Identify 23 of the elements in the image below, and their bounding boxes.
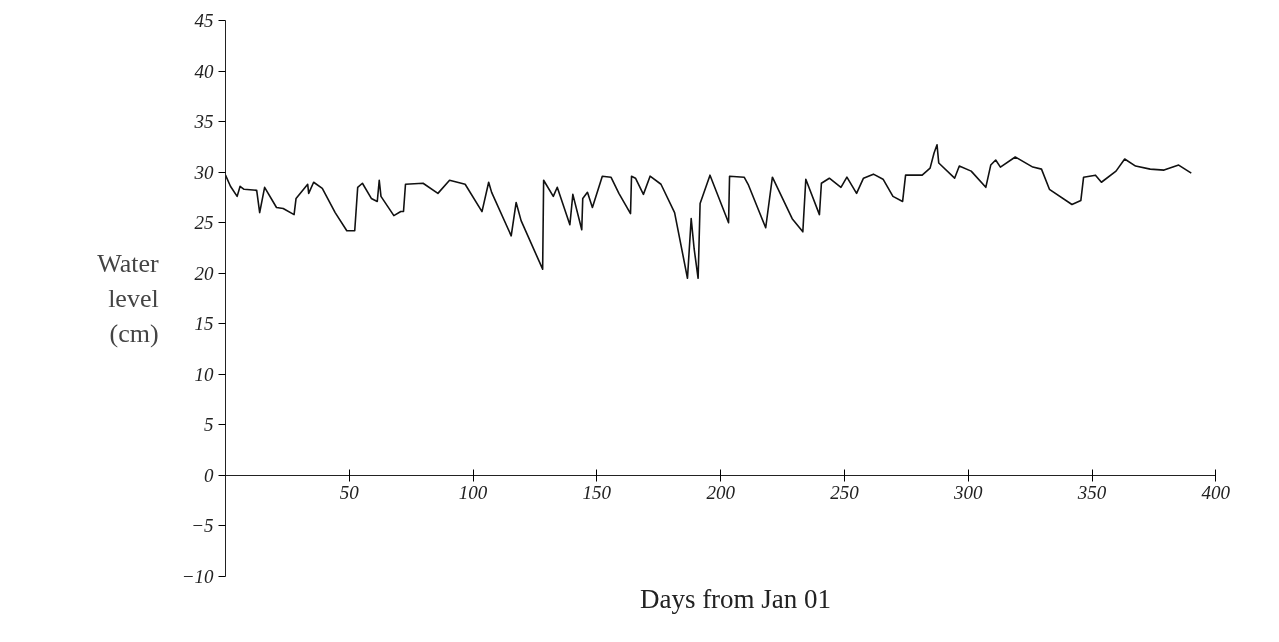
- y-tick-label: 40: [194, 60, 214, 82]
- x-tick-label: 200: [706, 482, 736, 504]
- y-tick-label: 25: [194, 212, 214, 234]
- y-axis-title: Water level (cm): [97, 249, 160, 348]
- x-tick-label: 300: [952, 482, 983, 504]
- y-tick-label: 45: [194, 10, 214, 31]
- x-tick-label: 100: [458, 482, 488, 504]
- x-tick-label: 150: [582, 482, 612, 504]
- y-tick-label: 15: [194, 313, 214, 335]
- x-tick-label: 250: [830, 482, 860, 504]
- x-tick-label: 400: [1201, 482, 1231, 504]
- x-axis-title: Days from Jan 01: [639, 583, 832, 614]
- y-tick-label: 35: [193, 111, 214, 133]
- y-tick-label: 5: [204, 414, 214, 436]
- line-series: [225, 144, 1193, 280]
- y-tick-label: 0: [204, 464, 214, 486]
- y-tick-label: 30: [193, 161, 214, 183]
- y-tick-label: −10: [181, 566, 214, 587]
- y-tick-label: 10: [194, 363, 214, 385]
- x-tick-label: 350: [1076, 482, 1107, 504]
- y-tick-label: −5: [191, 515, 214, 537]
- x-tick-label: 50: [339, 482, 360, 504]
- y-tick-label: 20: [194, 262, 214, 284]
